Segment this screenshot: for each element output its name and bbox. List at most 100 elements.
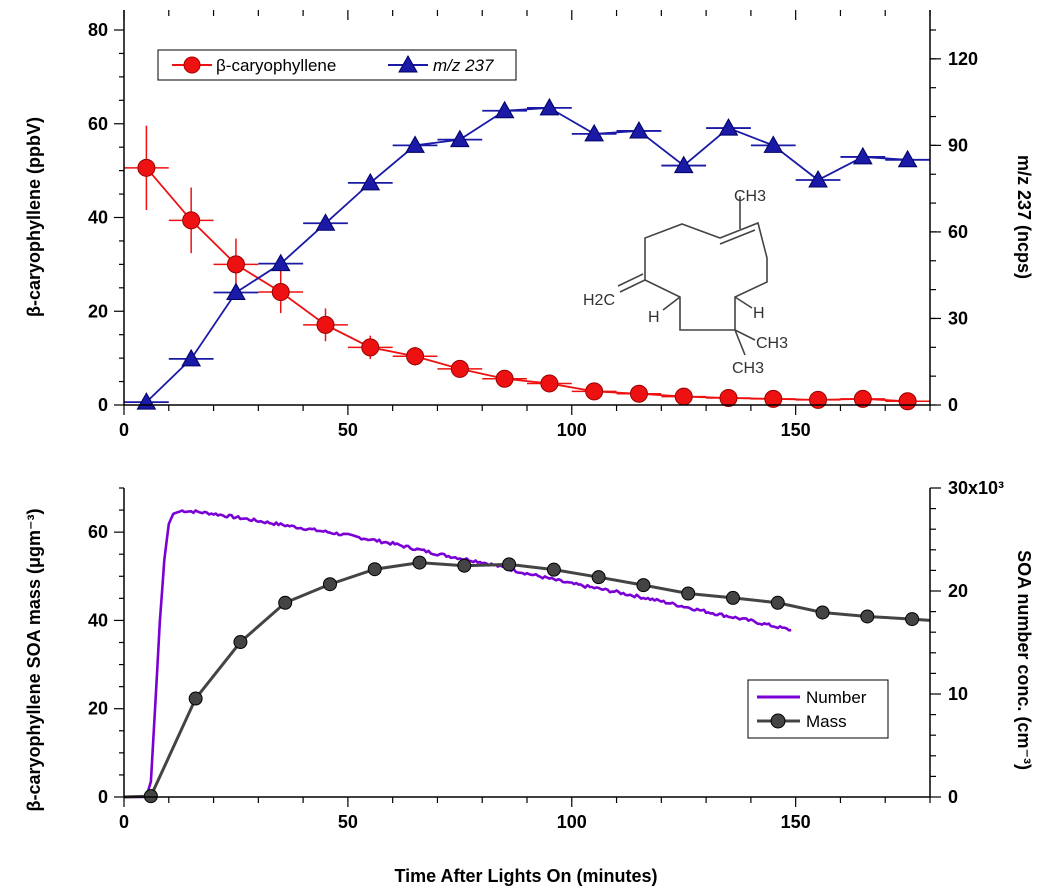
number-line <box>124 509 792 799</box>
structure-gem-methyl-a <box>734 329 756 341</box>
structure-h-right-bond <box>734 296 753 309</box>
legend-label-caryophyllene: β-caryophyllene <box>216 56 336 75</box>
mz237-marker <box>360 172 381 191</box>
caryophyllene-marker <box>540 374 559 393</box>
caryophyllene-marker <box>585 382 604 401</box>
mz237-marker <box>270 253 291 272</box>
mass-marker <box>412 555 427 570</box>
top-x-tick-label: 150 <box>781 420 811 440</box>
caryophyllene-marker <box>137 158 156 177</box>
mass-marker <box>457 558 472 573</box>
top-left-tick-label: 40 <box>88 208 108 228</box>
mass-marker <box>860 609 875 624</box>
structure-ring-bonds <box>644 221 768 331</box>
bottom-series-group <box>123 509 931 804</box>
mass-marker <box>636 578 651 593</box>
bottom-left-tick-label: 20 <box>88 699 108 719</box>
caryophyllene-structure <box>617 196 768 356</box>
bottom-legend-box <box>747 679 889 739</box>
x-axis-title: Time After Lights On (minutes) <box>394 866 657 886</box>
top-legend: β-caryophyllene m/z 237 <box>157 49 517 81</box>
caryophyllene-marker <box>316 315 335 334</box>
bottom-x-tick-label: 0 <box>119 812 129 832</box>
mz237-marker <box>405 135 425 153</box>
mz237-marker <box>494 100 515 119</box>
caryophyllene-marker <box>764 389 783 408</box>
mz237-line <box>145 106 908 403</box>
mz237-marker <box>852 146 873 165</box>
mass-marker <box>502 557 517 572</box>
legend-label-number: Number <box>806 688 867 707</box>
top-right-tick-label: 90 <box>948 135 968 155</box>
structure-double-bond <box>719 229 756 245</box>
legend-swatch-mass-marker <box>770 713 786 729</box>
bottom-right-tick-label: 30x10³ <box>948 478 1004 498</box>
mz237-marker <box>629 120 649 139</box>
mz237-marker <box>226 282 246 300</box>
caryophyllene-marker <box>495 369 514 388</box>
caryophyllene-marker <box>809 390 828 409</box>
mz237-marker <box>181 348 202 367</box>
top-left-tick-label: 20 <box>88 301 108 321</box>
caryophyllene-marker <box>450 359 469 378</box>
top-axes: 0 50 100 150 0 20 40 60 80 0 30 60 90 120 <box>88 10 978 440</box>
mass-marker <box>322 577 337 592</box>
structure-exo-bond-b <box>617 273 644 287</box>
top-x-tick-label: 50 <box>338 420 358 440</box>
mz237-marker <box>808 169 828 188</box>
mass-marker <box>143 789 158 804</box>
caryophyllene-line <box>145 167 908 403</box>
mass-marker <box>188 691 203 706</box>
bottom-left-tick-label: 60 <box>88 522 108 542</box>
mass-marker <box>367 562 382 577</box>
mz237-marker <box>539 97 560 116</box>
bottom-right-tick-label: 0 <box>948 787 958 807</box>
top-legend-box <box>157 49 517 81</box>
top-left-axis-title: β-caryophyllene (ppbV) <box>24 117 44 317</box>
mz237-marker <box>315 213 336 231</box>
bottom-left-axis-title: β-caryophyllene SOA mass (μgm⁻³) <box>24 509 44 812</box>
structure-label-ch3-top: CH3 <box>734 188 766 205</box>
bottom-left-tick-label: 40 <box>88 610 108 630</box>
mass-marker <box>770 595 785 610</box>
top-right-tick-label: 30 <box>948 308 968 328</box>
structure-label-ch3-bottom: CH3 <box>732 360 764 377</box>
bottom-axes: 0 50 100 150 0 20 40 60 0 10 20 30x10³ <box>88 478 1004 832</box>
legend-label-mz237: m/z 237 <box>433 56 494 75</box>
structure-label-h-left: H <box>648 309 660 326</box>
top-left-tick-label: 60 <box>88 114 108 134</box>
caryophyllene-marker <box>719 388 738 407</box>
caryophyllene-marker <box>226 255 245 274</box>
bottom-x-tick-label: 150 <box>781 812 811 832</box>
structure-label-h2c: H2C <box>583 292 615 309</box>
mz237-marker <box>584 123 605 142</box>
mass-marker <box>681 586 696 601</box>
bottom-x-tick-label: 100 <box>557 812 587 832</box>
top-panel: 0 50 100 150 0 20 40 60 80 0 30 60 90 120 β-caryophyl… <box>88 10 978 440</box>
mass-marker <box>815 605 830 620</box>
legend-swatch-caryophyllene-marker <box>183 56 201 74</box>
bottom-right-tick-label: 10 <box>948 684 968 704</box>
bottom-x-tick-label: 50 <box>338 812 358 832</box>
structure-exo-bond-a <box>619 279 646 293</box>
mz237-marker <box>718 118 739 136</box>
caryophyllene-marker <box>182 211 201 230</box>
structure-label-h-right: H <box>753 305 765 322</box>
bottom-left-tick-label: 0 <box>98 787 108 807</box>
top-right-tick-label: 0 <box>948 395 958 415</box>
caryophyllene-marker <box>898 392 917 411</box>
mass-marker <box>591 570 606 585</box>
mz237-marker <box>763 135 784 153</box>
bottom-right-tick-label: 20 <box>948 581 968 601</box>
bottom-panel: 0 50 100 150 0 20 40 60 0 10 20 30x10³ Number Mass <box>88 478 1004 832</box>
caryophyllene-marker <box>853 389 872 408</box>
structure-h-left-bond <box>662 296 681 311</box>
caryophyllene-marker <box>406 347 425 366</box>
top-right-axis-title: m/z 237 (ncps) <box>1014 155 1034 279</box>
mass-marker <box>725 590 740 605</box>
legend-label-mass: Mass <box>806 712 847 731</box>
mz237-marker <box>673 155 694 174</box>
legend-swatch-mz237-marker <box>398 54 418 73</box>
top-right-tick-label: 120 <box>948 49 978 69</box>
